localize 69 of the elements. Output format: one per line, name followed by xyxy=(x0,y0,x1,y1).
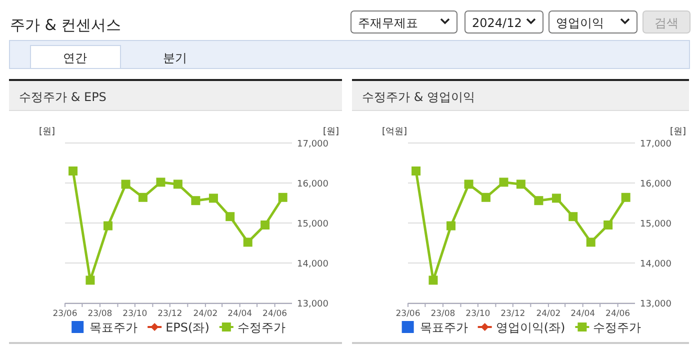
y2-tick-label: 17,000 xyxy=(640,140,672,150)
y2-tick-label: 14,000 xyxy=(297,260,329,270)
y2-axis-title: [원] xyxy=(670,127,686,137)
point xyxy=(604,220,613,230)
x-tick-label: 23/08 xyxy=(88,309,112,319)
y2-tick-label: 16,000 xyxy=(640,180,672,190)
text: 영업이익 xyxy=(556,16,604,30)
point xyxy=(208,194,218,203)
text: 분기 xyxy=(163,51,187,65)
point xyxy=(260,220,270,230)
chart-title: 수정주가 & EPS xyxy=(19,90,106,104)
y2-tick-label: 15,000 xyxy=(297,220,329,230)
x-tick-label: 23/06 xyxy=(396,309,420,319)
text: 주재무제표 xyxy=(358,16,418,30)
x-tick-label: 23/12 xyxy=(158,309,182,319)
text: 연간 xyxy=(63,51,87,65)
x-tick-label: 23/10 xyxy=(122,309,148,319)
y2-tick-label: 16,000 xyxy=(297,180,329,190)
point xyxy=(243,238,252,247)
point xyxy=(499,178,508,187)
point xyxy=(446,221,456,230)
point xyxy=(278,192,288,202)
point xyxy=(173,180,182,189)
point xyxy=(226,212,235,222)
point xyxy=(464,180,474,189)
point xyxy=(121,180,130,189)
point xyxy=(516,180,526,189)
y-axis-title: [억원] xyxy=(382,127,408,137)
y2-tick-label: 13,000 xyxy=(297,300,329,310)
point xyxy=(481,192,490,202)
point xyxy=(621,192,630,202)
legend-label: 목표주가 xyxy=(420,320,468,334)
legend-label: 수정주가 xyxy=(593,320,642,334)
point xyxy=(138,192,148,202)
text: 검색 xyxy=(654,16,678,30)
x-tick-label: 23/12 xyxy=(500,309,526,319)
x-tick-label: 24/02 xyxy=(193,309,218,319)
x-tick-label: 24/06 xyxy=(606,309,630,319)
point xyxy=(156,178,166,187)
point xyxy=(586,238,596,247)
y2-axis-title: [원] xyxy=(322,127,339,137)
y-axis-title: [원] xyxy=(39,127,56,137)
point xyxy=(552,194,561,203)
point xyxy=(568,212,578,222)
x-tick-label: 23/06 xyxy=(52,309,78,319)
legend-label: 목표주가 xyxy=(90,320,138,334)
point xyxy=(428,276,438,285)
y2-tick-label: 13,000 xyxy=(640,300,672,310)
point xyxy=(103,221,112,230)
legend-label: EPS(좌) xyxy=(166,320,210,334)
y2-tick-label: 14,000 xyxy=(640,260,672,270)
y2-tick-label: 15,000 xyxy=(640,220,672,230)
x-tick-label: 24/06 xyxy=(262,309,288,319)
point xyxy=(86,276,95,285)
point xyxy=(68,166,78,176)
text: 주가 & 컨센서스 xyxy=(10,16,122,34)
point xyxy=(412,166,421,176)
x-tick-label: 23/08 xyxy=(430,309,456,319)
y2-tick-label: 17,000 xyxy=(297,140,329,150)
x-tick-label: 24/04 xyxy=(228,309,252,319)
x-tick-label: 24/02 xyxy=(536,309,561,319)
legend-label: 수정주가 xyxy=(237,320,286,334)
x-tick-label: 24/04 xyxy=(570,309,596,319)
text: 2024/12 xyxy=(472,16,522,30)
legend-label: 영업이익(좌) xyxy=(496,320,566,334)
point xyxy=(191,196,200,206)
x-tick-label: 23/10 xyxy=(466,309,490,319)
point xyxy=(534,196,544,206)
chart-title: 수정주가 & 영업이익 xyxy=(362,90,475,104)
